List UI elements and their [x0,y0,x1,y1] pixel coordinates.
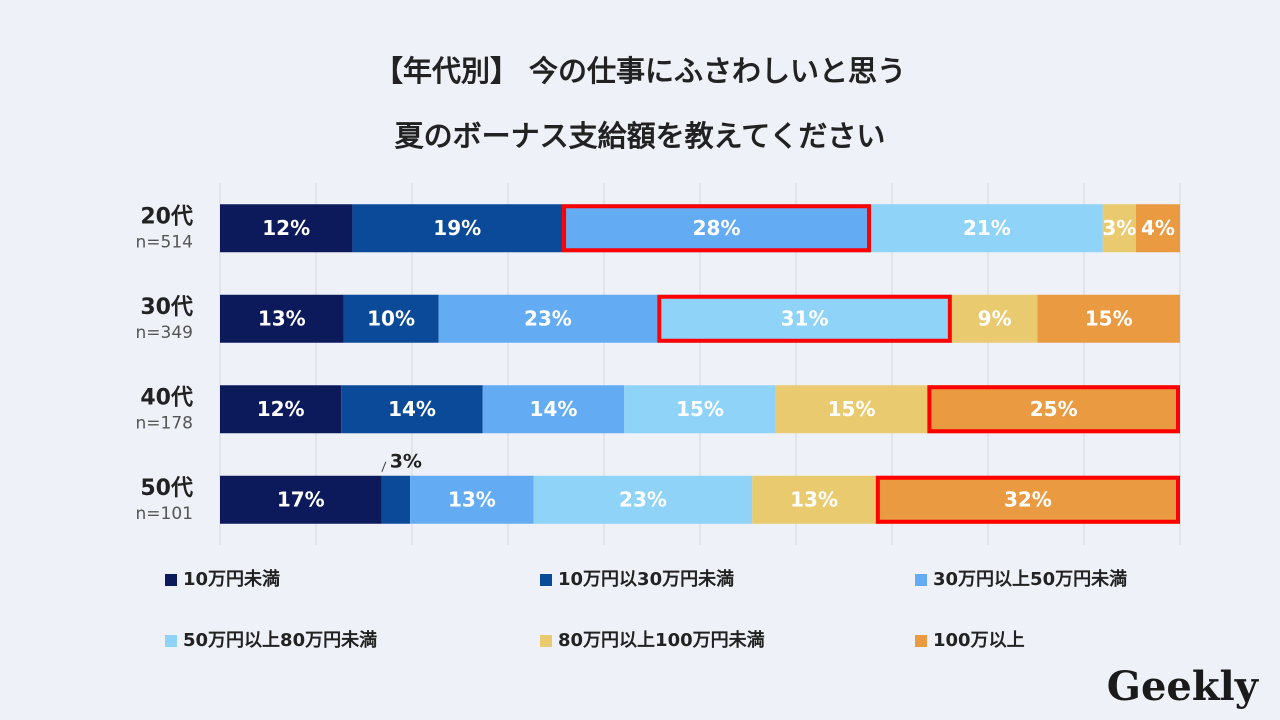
highlight-box [875,475,1181,524]
data-label: 3% [1102,216,1136,240]
chart-title: 夏のボーナス支給額を教えてください [395,119,886,153]
legend-label: 10万円未満 [183,568,280,590]
sample-size: n=101 [136,504,193,524]
data-label: 15% [828,397,876,421]
bar-segment [1037,294,1180,343]
legend-label: 30万円以上50万円未満 [933,568,1127,590]
bar-segment [752,475,876,524]
data-label: 13% [448,487,496,511]
data-label: 23% [524,306,572,330]
legend-swatch [915,635,927,647]
bar-segment [533,475,753,524]
sample-size: n=178 [136,413,193,433]
bar-segment [410,475,534,524]
bar-segment [624,385,776,434]
data-label: 19% [433,216,481,240]
data-label: 15% [676,397,724,421]
data-label: 12% [257,397,305,421]
data-label: 15% [1085,306,1133,330]
data-label: 28% [693,216,741,240]
data-label: 21% [963,216,1011,240]
bar-segment [220,294,344,343]
sample-size: n=514 [136,232,193,252]
data-label: 12% [262,216,310,240]
bar-segment [951,294,1038,343]
bar-segment [220,204,353,253]
bar-segment [341,385,483,434]
bar-segment [1102,204,1136,253]
data-label: 9% [978,306,1012,330]
legend-label: 80万円以上100万円未満 [558,629,765,651]
data-label: 4% [1141,216,1175,240]
legend-swatch [540,635,552,647]
legend-label: 50万円以上80万円未満 [183,629,377,651]
data-label: 32% [1004,487,1052,511]
data-label: 31% [781,306,829,330]
bar-segment [875,475,1180,524]
bar-segment [220,475,382,524]
sample-size: n=349 [136,323,193,343]
bar-segment [343,294,439,343]
bar-segment [562,204,872,253]
bar-segment [220,385,342,434]
legend-label: 10万円以30万円未満 [558,568,734,590]
highlight-box [562,204,872,253]
legend-swatch [915,574,927,586]
data-label: 13% [790,487,838,511]
bar-segment [1135,204,1180,253]
legend-label: 100万以上 [933,630,1025,651]
bar-segment [438,294,658,343]
data-label: 10% [367,306,415,330]
legend-swatch [165,574,177,586]
data-label: 23% [619,487,667,511]
y-tick-label: 50代 [140,476,193,501]
bar-segment [927,385,1180,434]
data-label: 14% [388,397,436,421]
data-label: 14% [530,397,578,421]
data-label: 3% [390,450,422,472]
data-label: 13% [258,306,306,330]
data-label: 17% [277,487,325,511]
bar-segment [775,385,928,434]
y-tick-label: 30代 [140,295,193,320]
data-label: 25% [1030,397,1078,421]
logo: Geekly [1107,663,1260,710]
bar-segment [381,475,411,524]
leader-line [381,461,387,472]
bar-segment [482,385,625,434]
bar-segment [657,294,952,343]
chart-title: 【年代別】 今の仕事にふさわしいと思う [374,54,906,88]
y-tick-label: 40代 [140,385,193,410]
legend-swatch [540,574,552,586]
bar-segment [352,204,563,253]
highlight-box [927,385,1180,434]
legend-swatch [165,635,177,647]
bar-segment [871,204,1103,253]
y-tick-label: 20代 [140,204,193,229]
highlight-box [657,294,952,343]
